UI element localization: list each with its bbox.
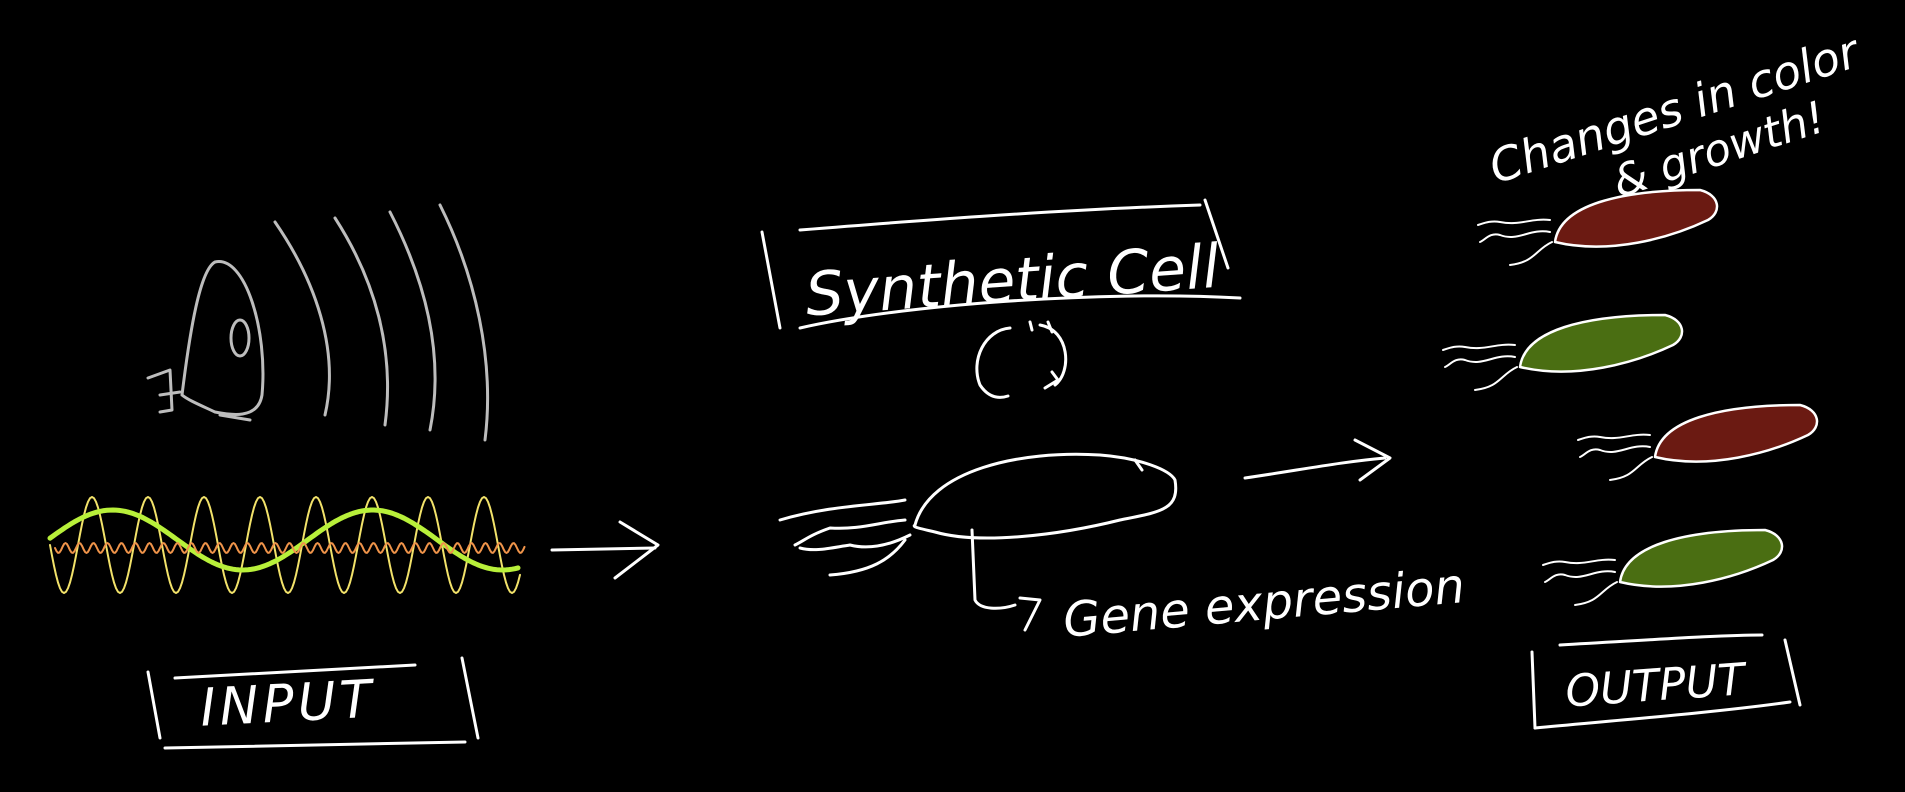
gene-expression-arrow <box>970 528 1042 632</box>
output-cell-red <box>1577 403 1819 481</box>
output-box <box>1530 633 1802 730</box>
input-label: INPUT <box>199 670 378 739</box>
output-cell-green <box>1442 313 1684 391</box>
output-arrow <box>1243 438 1392 482</box>
gene-expression-label: Gene expression <box>1061 558 1467 649</box>
output-cells <box>1442 188 1819 606</box>
signal-waves-icon <box>47 496 526 594</box>
sound-waves-icon <box>273 203 490 442</box>
input-arrow <box>550 520 660 580</box>
cell-icon <box>778 452 1178 577</box>
output-cell-green <box>1542 528 1784 606</box>
output-cell-red <box>1477 188 1719 266</box>
speaker-icon <box>146 260 265 422</box>
synthetic-cell-box <box>760 198 1242 330</box>
synthetic-cell-label: Synthetic Cell <box>803 232 1222 331</box>
input-box <box>146 656 480 750</box>
output-label: OUTPUT <box>1564 654 1750 718</box>
cycle-arrows-icon <box>975 320 1068 399</box>
